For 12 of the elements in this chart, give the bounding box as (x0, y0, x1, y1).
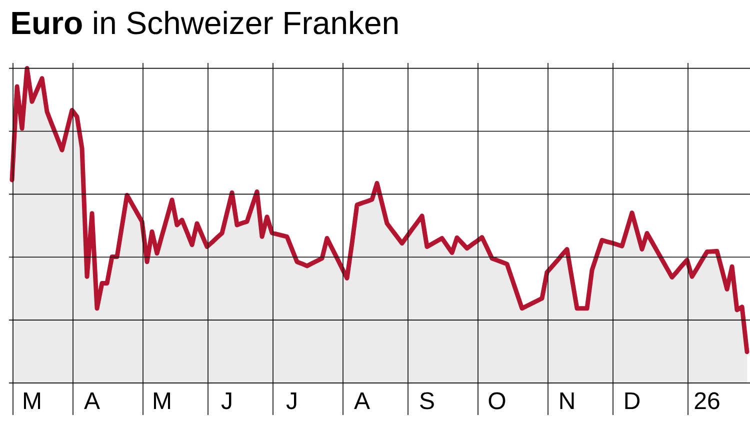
x-tick-label: 26 (694, 392, 720, 410)
x-tick-label: D (625, 392, 640, 409)
x-tick-label: M (154, 392, 170, 409)
x-tick-label: N (560, 392, 574, 409)
chart-title: Euro in Schweizer Franken (12, 10, 398, 34)
x-tick-label: M (24, 392, 40, 409)
x-tick-label: J (221, 392, 232, 410)
x-tick-label: A (354, 392, 370, 409)
x-tick-label: S (420, 392, 434, 410)
x-tick-label: J (286, 392, 296, 410)
x-tick-label: O (488, 392, 506, 410)
x-tick-label: A (84, 392, 100, 409)
